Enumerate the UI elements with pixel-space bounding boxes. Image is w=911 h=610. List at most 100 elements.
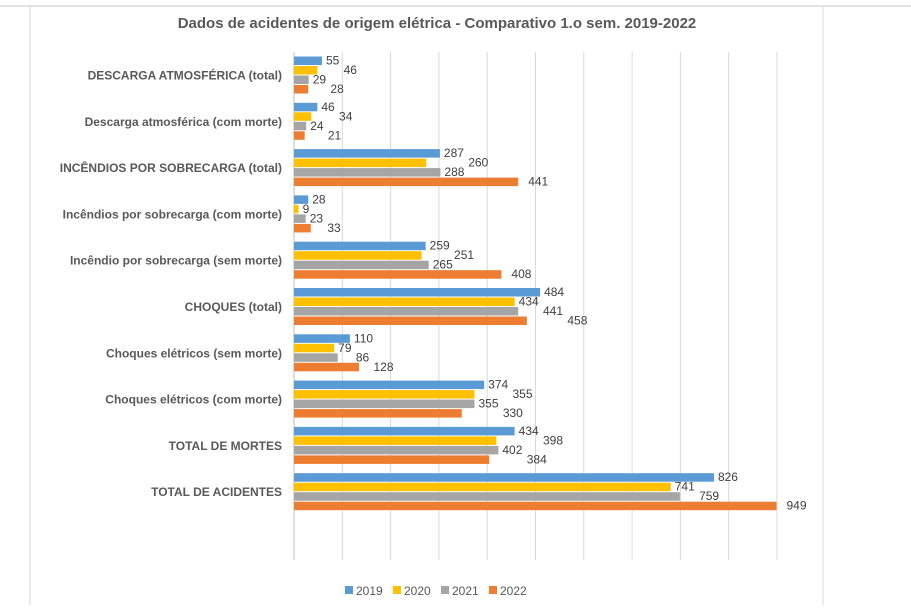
data-label: 398 [543,433,563,447]
bar-2021 [294,121,307,131]
data-label: 408 [511,267,531,281]
legend[interactable]: 2019 2020 2021 2022 [345,584,527,598]
bar-2021 [294,260,429,270]
bar-2022 [294,131,305,140]
bar-2020 [294,343,335,353]
data-label: 110 [354,331,373,345]
bar-2020 [294,112,312,121]
data-label: 441 [528,175,548,189]
category-label: Choques elétricos (sem morte) [106,346,282,360]
data-label: 434 [519,424,539,438]
bar-2020 [294,297,515,306]
bar-2021 [294,492,680,501]
data-label: 46 [344,63,358,77]
data-label: 441 [543,304,563,318]
category-label: Incêndios por sobrecarga (com morte) [63,207,282,221]
bar-2020 [294,482,671,492]
bar-2021 [294,214,306,223]
bar-2022 [294,455,490,464]
bar-2019 [294,380,485,390]
data-label: 34 [339,109,353,123]
data-label: 484 [544,285,564,299]
data-label: 826 [718,470,738,484]
data-label: 434 [519,295,539,309]
bar-2021 [294,399,475,409]
category-label: Choques elétricos (com morte) [105,393,282,407]
data-label: 355 [512,387,532,401]
bar-2022 [294,223,311,233]
data-label: 458 [567,314,587,328]
bar-2019 [294,241,426,251]
data-label: 741 [675,480,695,494]
data-label: 79 [338,341,352,355]
data-label: 288 [444,165,464,179]
category-label: CHOQUES (total) [185,300,282,314]
legend-label[interactable]: 2019 [356,584,383,598]
bar-2022 [294,362,360,372]
data-label: 259 [430,239,450,253]
data-label: 759 [699,489,719,503]
bar-2022 [294,409,462,418]
data-label: 355 [478,397,498,411]
data-label: 260 [468,156,488,170]
data-label: 28 [330,82,344,96]
data-label: 374 [488,378,508,392]
bar-2019 [294,473,714,482]
category-label: INCÊNDIOS POR SOBRECARGA (total) [60,160,282,175]
legend-label[interactable]: 2022 [500,584,527,598]
bars [294,56,777,511]
category-label: TOTAL DE ACIDENTES [151,485,282,499]
data-label: 24 [310,119,324,133]
bar-2022 [294,85,309,94]
bar-2022 [294,177,519,187]
bar-2020 [294,390,475,399]
data-label: 287 [444,146,464,160]
data-label: 28 [312,192,326,206]
data-label: 33 [327,221,341,235]
data-label: 46 [321,100,335,114]
data-label: 9 [303,202,310,216]
data-label: 21 [328,128,342,142]
data-label: 128 [374,360,394,374]
bar-2019 [294,56,322,65]
data-label: 402 [502,443,522,457]
legend-label[interactable]: 2020 [404,584,431,598]
category-labels: DESCARGA ATMOSFÉRICA (total) Descarga atm… [60,68,282,500]
legend-swatch-2020 [393,586,401,594]
bar-2021 [294,353,338,362]
bar-2021 [294,307,519,316]
data-label: 384 [527,452,547,466]
bar-2019 [294,195,309,204]
data-label: 330 [503,406,523,420]
legend-label[interactable]: 2021 [452,584,479,598]
category-label: TOTAL DE MORTES [169,439,282,453]
bar-2019 [294,149,440,158]
bar-2021 [294,168,441,177]
category-label: DESCARGA ATMOSFÉRICA (total) [88,68,282,83]
bar-2020 [294,66,318,75]
data-label: 251 [454,248,474,262]
bar-2019 [294,426,515,436]
bar-2022 [294,270,502,279]
legend-swatch-2022 [489,586,497,594]
data-label: 29 [313,73,327,87]
data-label: 86 [356,350,370,364]
bar-2019 [294,334,350,343]
bar-2020 [294,158,427,168]
data-label: 55 [326,54,340,68]
data-labels: 5546292846342421287260288441289233325925… [303,54,807,513]
bar-2019 [294,288,541,297]
data-label: 949 [786,499,806,513]
bar-2019 [294,102,318,112]
data-label: 23 [310,211,324,225]
data-label: 265 [433,258,453,272]
bar-2022 [294,501,777,511]
category-label: Descarga atmosférica (com morte) [85,115,282,129]
bar-2022 [294,316,527,325]
bar-2021 [294,445,499,455]
legend-swatch-2019 [345,586,353,594]
bar-2020 [294,251,422,260]
bar-2021 [294,75,309,84]
